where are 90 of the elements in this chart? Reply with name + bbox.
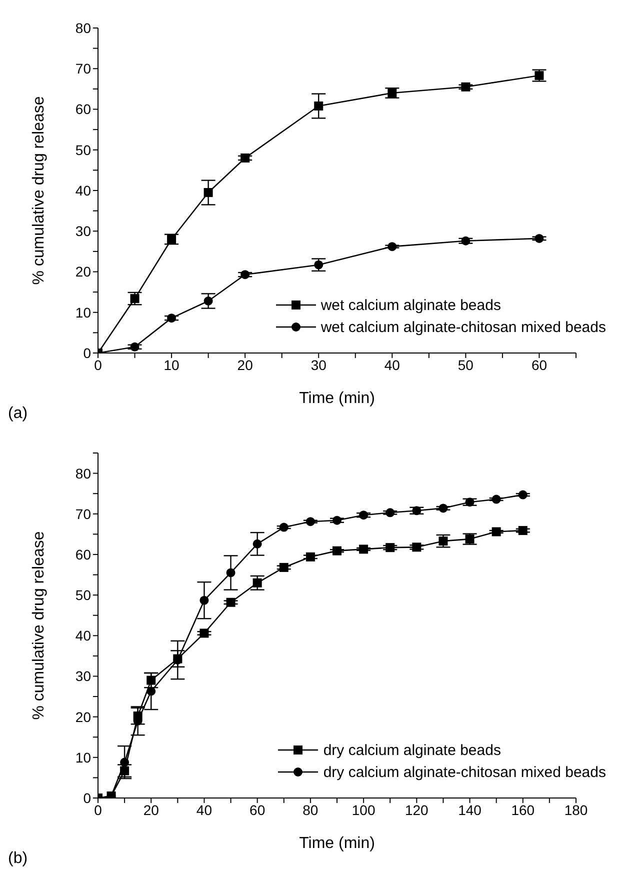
- x-tick-label: 40: [196, 802, 212, 818]
- point: [204, 296, 213, 306]
- x-tick-label: 80: [302, 802, 318, 818]
- y-tick-label: 60: [75, 546, 92, 562]
- x-axis-title: Time (min): [299, 390, 375, 407]
- legend-label: dry calcium alginate beads: [323, 742, 501, 758]
- point: [534, 71, 544, 80]
- point: [130, 294, 140, 304]
- y-tick-label: 30: [75, 668, 92, 684]
- y-tick-label: 0: [83, 344, 92, 361]
- point: [518, 526, 528, 536]
- y-tick-label: 70: [75, 60, 92, 77]
- point: [465, 534, 474, 544]
- y-tick-label: 30: [75, 223, 92, 240]
- point: [146, 676, 156, 685]
- point: [252, 578, 262, 588]
- point: [412, 506, 422, 516]
- point: [314, 260, 324, 270]
- y-axis-title: % cumulative drug release: [30, 531, 48, 720]
- point: [204, 188, 213, 198]
- y-axis-title: % cumulative drug release: [30, 96, 48, 285]
- x-tick-label: 50: [458, 356, 474, 373]
- point: [240, 270, 250, 280]
- point: [465, 498, 474, 507]
- y-tick-label: 20: [75, 264, 92, 280]
- point: [200, 628, 209, 638]
- point: [332, 546, 342, 556]
- text: (a): [8, 405, 28, 423]
- y-tick-label: 70: [75, 506, 92, 522]
- point: [306, 552, 315, 562]
- point: [492, 494, 501, 504]
- y-tick-label: 60: [75, 101, 92, 118]
- point: [252, 539, 262, 548]
- point: [412, 542, 422, 552]
- point: [226, 598, 236, 607]
- y-tick-label: 10: [75, 304, 92, 320]
- y-tick-label: 10: [75, 749, 92, 766]
- x-tick-label: 180: [564, 802, 588, 818]
- point: [461, 236, 470, 246]
- x-axis-title: Time (min): [299, 835, 375, 852]
- point: [461, 82, 470, 92]
- point: [306, 517, 315, 526]
- y-tick-label: 50: [75, 587, 92, 604]
- x-tick-label: 0: [94, 802, 102, 818]
- x-tick-label: 40: [384, 356, 400, 373]
- point: [438, 536, 448, 546]
- x-tick-label: 20: [143, 802, 160, 818]
- legend-label: wet calcium alginate beads: [320, 296, 501, 314]
- y-tick-label: 0: [83, 790, 92, 806]
- x-tick-label: 20: [237, 356, 254, 373]
- point: [279, 562, 288, 572]
- point: [279, 522, 288, 532]
- x-tick-label: 140: [458, 802, 482, 818]
- point: [518, 490, 528, 500]
- point: [200, 596, 209, 605]
- y-tick-label: 80: [75, 20, 92, 36]
- point: [534, 234, 544, 243]
- point: [146, 686, 156, 696]
- x-tick-label: 120: [404, 802, 429, 818]
- point: [226, 568, 236, 578]
- point: [359, 544, 368, 554]
- point: [438, 504, 448, 513]
- point: [492, 527, 501, 536]
- x-tick-label: 160: [511, 802, 535, 818]
- point: [388, 242, 397, 252]
- x-tick-label: 30: [310, 356, 327, 373]
- point: [332, 516, 342, 525]
- x-tick-label: 60: [250, 802, 266, 818]
- y-tick-label: 20: [75, 708, 92, 725]
- point: [130, 342, 140, 352]
- y-tick-label: 40: [75, 182, 92, 198]
- legend-label: wet calcium alginate-chitosan mixed beads: [320, 318, 606, 336]
- point: [120, 758, 130, 767]
- x-tick-label: 10: [164, 356, 180, 373]
- point: [386, 543, 395, 552]
- text: (b): [8, 850, 28, 868]
- legend-label: dry calcium alginate-chitosan mixed beads: [323, 764, 606, 780]
- point: [314, 102, 324, 110]
- point: [388, 88, 397, 98]
- x-tick-label: 0: [94, 356, 102, 373]
- y-tick-label: 50: [75, 142, 92, 158]
- point: [386, 508, 395, 518]
- y-tick-label: 40: [75, 628, 92, 644]
- x-tick-label: 60: [531, 356, 548, 373]
- y-tick-label: 80: [75, 465, 92, 482]
- point: [359, 510, 368, 520]
- point: [240, 154, 250, 162]
- x-tick-label: 100: [352, 802, 376, 818]
- point: [167, 234, 176, 244]
- point: [167, 314, 176, 323]
